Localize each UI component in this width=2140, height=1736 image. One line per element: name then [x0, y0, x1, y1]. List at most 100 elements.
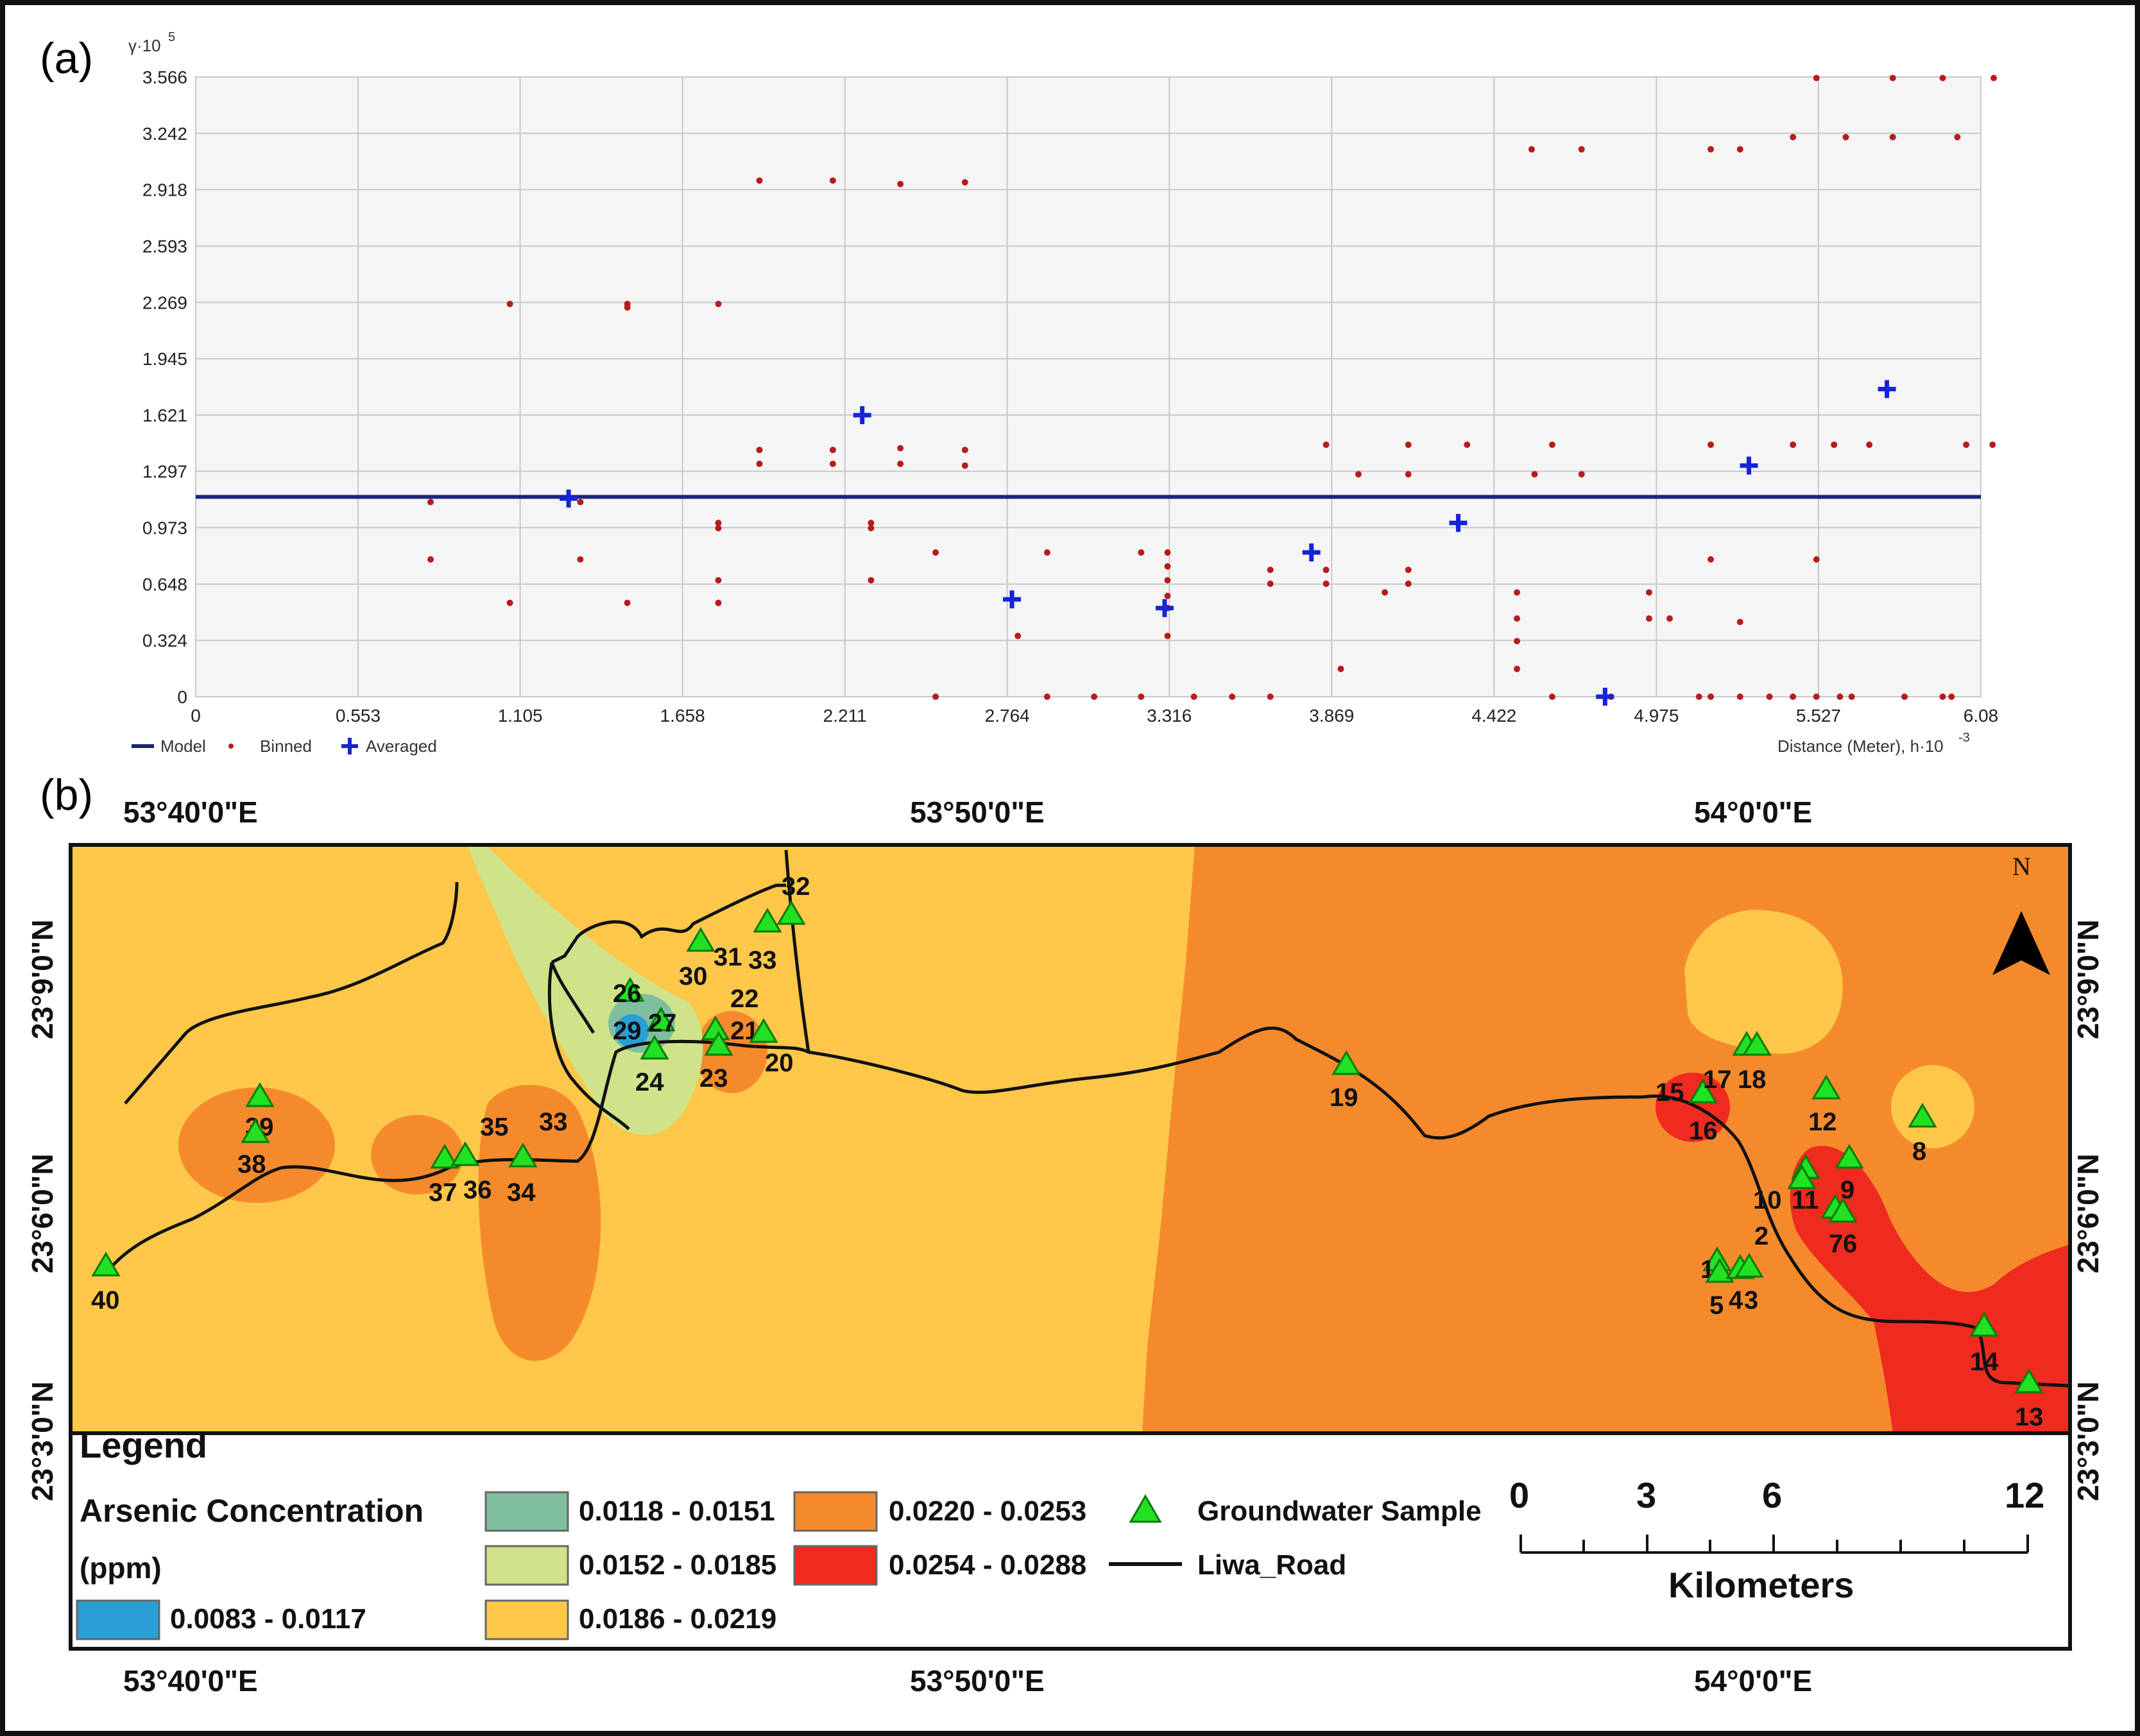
panel-a-label: (a) [40, 34, 94, 83]
sample-marker-38 [241, 1118, 270, 1143]
sample-label-31: 32 [782, 872, 810, 901]
sample-marker-3 [1734, 1253, 1764, 1278]
sample-label-35: 35 [480, 1113, 509, 1141]
x-tick-label: 5.527 [1796, 706, 1841, 726]
lon-top-2: 53°50'0"E [910, 796, 1045, 829]
zone-yellow-8 [1891, 1065, 1974, 1148]
averaged-point [1302, 543, 1321, 562]
binned-point [506, 599, 513, 606]
sample-label-8: 8 [1912, 1137, 1926, 1166]
binned-point [1645, 589, 1652, 596]
binned-point [624, 304, 631, 311]
binned-point [1323, 580, 1330, 587]
binned-point [1164, 633, 1171, 640]
scale-tick-12: 12 [2005, 1475, 2044, 1515]
sample-label-33: 33 [539, 1108, 568, 1136]
legend-class-1: 0.0083 - 0.0117 [170, 1603, 366, 1635]
binned-point [1043, 549, 1050, 556]
binned-point [961, 462, 968, 469]
binned-point [1091, 694, 1098, 700]
zone-0083-0117 [615, 1014, 649, 1048]
x-tick-label: 1.105 [498, 706, 543, 726]
panel-b-label: (b) [40, 770, 94, 819]
legend-swatch-0083-0117 [76, 1599, 160, 1640]
averaged-point [1155, 599, 1174, 617]
binned-point [1901, 694, 1908, 700]
x-axis-label: Distance (Meter), h·10 [1777, 736, 1944, 756]
averaged-point [1878, 380, 1896, 398]
legend-swatch-0186-0219 [484, 1599, 569, 1640]
binned-point [756, 447, 763, 454]
binned-point [1578, 146, 1585, 153]
lon-bottom-2: 53°50'0"E [910, 1664, 1045, 1698]
legend-sample-icon [1129, 1493, 1162, 1523]
lon-bottom-1: 53°40'0"E [123, 1664, 258, 1698]
sample-label-6: 6 [1843, 1230, 1857, 1258]
binned-point [1790, 694, 1797, 700]
grid-lines [195, 76, 1982, 697]
binned-point [868, 525, 875, 532]
zone-orange-37 [371, 1115, 463, 1195]
lon-top-1: 53°40'0"E [123, 796, 258, 829]
y-tick-label: 0 [177, 687, 187, 707]
binned-point [1889, 74, 1896, 81]
scale-unit: Kilometers [1668, 1565, 1854, 1605]
binned-point [1514, 665, 1521, 672]
sample-label-40: 40 [91, 1286, 120, 1315]
binned-point [1355, 471, 1362, 478]
sample-marker-20 [749, 1018, 778, 1043]
binned-point [1164, 563, 1171, 570]
x-axis-exponent: -3 [1958, 731, 1970, 745]
sample-label-9: 9 [1840, 1176, 1854, 1204]
binned-point [932, 549, 939, 556]
binned-point [1531, 471, 1538, 478]
binned-point [1323, 566, 1330, 574]
binned-point [897, 461, 904, 468]
binned-point [1164, 549, 1171, 556]
binned-point [1528, 146, 1535, 153]
legend-class-4: 0.0186 - 0.0219 [579, 1603, 776, 1635]
binned-point [1405, 471, 1412, 478]
lat-left-3: 23°3'0"N [26, 1381, 59, 1501]
binned-point [1831, 441, 1838, 448]
binned-point [577, 498, 584, 506]
sample-marker-19 [1331, 1050, 1361, 1075]
sample-label-4: 4 [1729, 1286, 1743, 1315]
binned-point [1514, 615, 1521, 622]
x-tick-label: 0 [191, 706, 201, 726]
binned-point [1014, 633, 1022, 640]
binned-point [829, 177, 836, 184]
averaged-point [853, 406, 871, 425]
sample-marker-40 [91, 1252, 121, 1277]
legend-unit: (ppm) [80, 1551, 162, 1585]
sample-label-22: 22 [730, 985, 759, 1013]
sample-label-12: 12 [1808, 1108, 1837, 1136]
sample-label-30: 31 [714, 943, 742, 971]
legend-averaged-label: Averaged [366, 736, 437, 756]
binned-point [1990, 74, 1997, 81]
sample-marker-28 [686, 927, 715, 952]
sample-label-16: 16 [1689, 1117, 1718, 1145]
binned-point [1790, 441, 1797, 448]
x-tick-label: 3.869 [1309, 706, 1354, 726]
binned-point [756, 461, 763, 468]
sample-label-19: 19 [1330, 1084, 1358, 1112]
binned-point [1889, 133, 1896, 140]
binned-point [1164, 592, 1171, 599]
semivariogram-chart: 0 0.553 1.105 1.658 2.211 2.764 3.316 3.869 4.42… [128, 30, 1998, 756]
binned-point [1989, 441, 1996, 448]
sample-marker-34 [508, 1143, 538, 1168]
binned-point [1848, 694, 1855, 700]
y-tick-labels: 0 0.324 0.648 0.973 1.297 1.621 1.945 2.269 2.59… [142, 67, 187, 707]
sample-label-37: 37 [429, 1179, 458, 1207]
zone-0254-0288 [1790, 1146, 2070, 1433]
sample-label-15: 15 [1656, 1078, 1684, 1107]
binned-point [1836, 694, 1844, 700]
binned-point [715, 599, 722, 606]
binned-point [1337, 665, 1344, 672]
lon-top-3: 54°0'0"E [1694, 796, 1812, 829]
y-axis-exponent: 5 [168, 30, 175, 44]
legend-title: Legend [80, 1425, 207, 1465]
sample-marker-32 [753, 908, 782, 933]
